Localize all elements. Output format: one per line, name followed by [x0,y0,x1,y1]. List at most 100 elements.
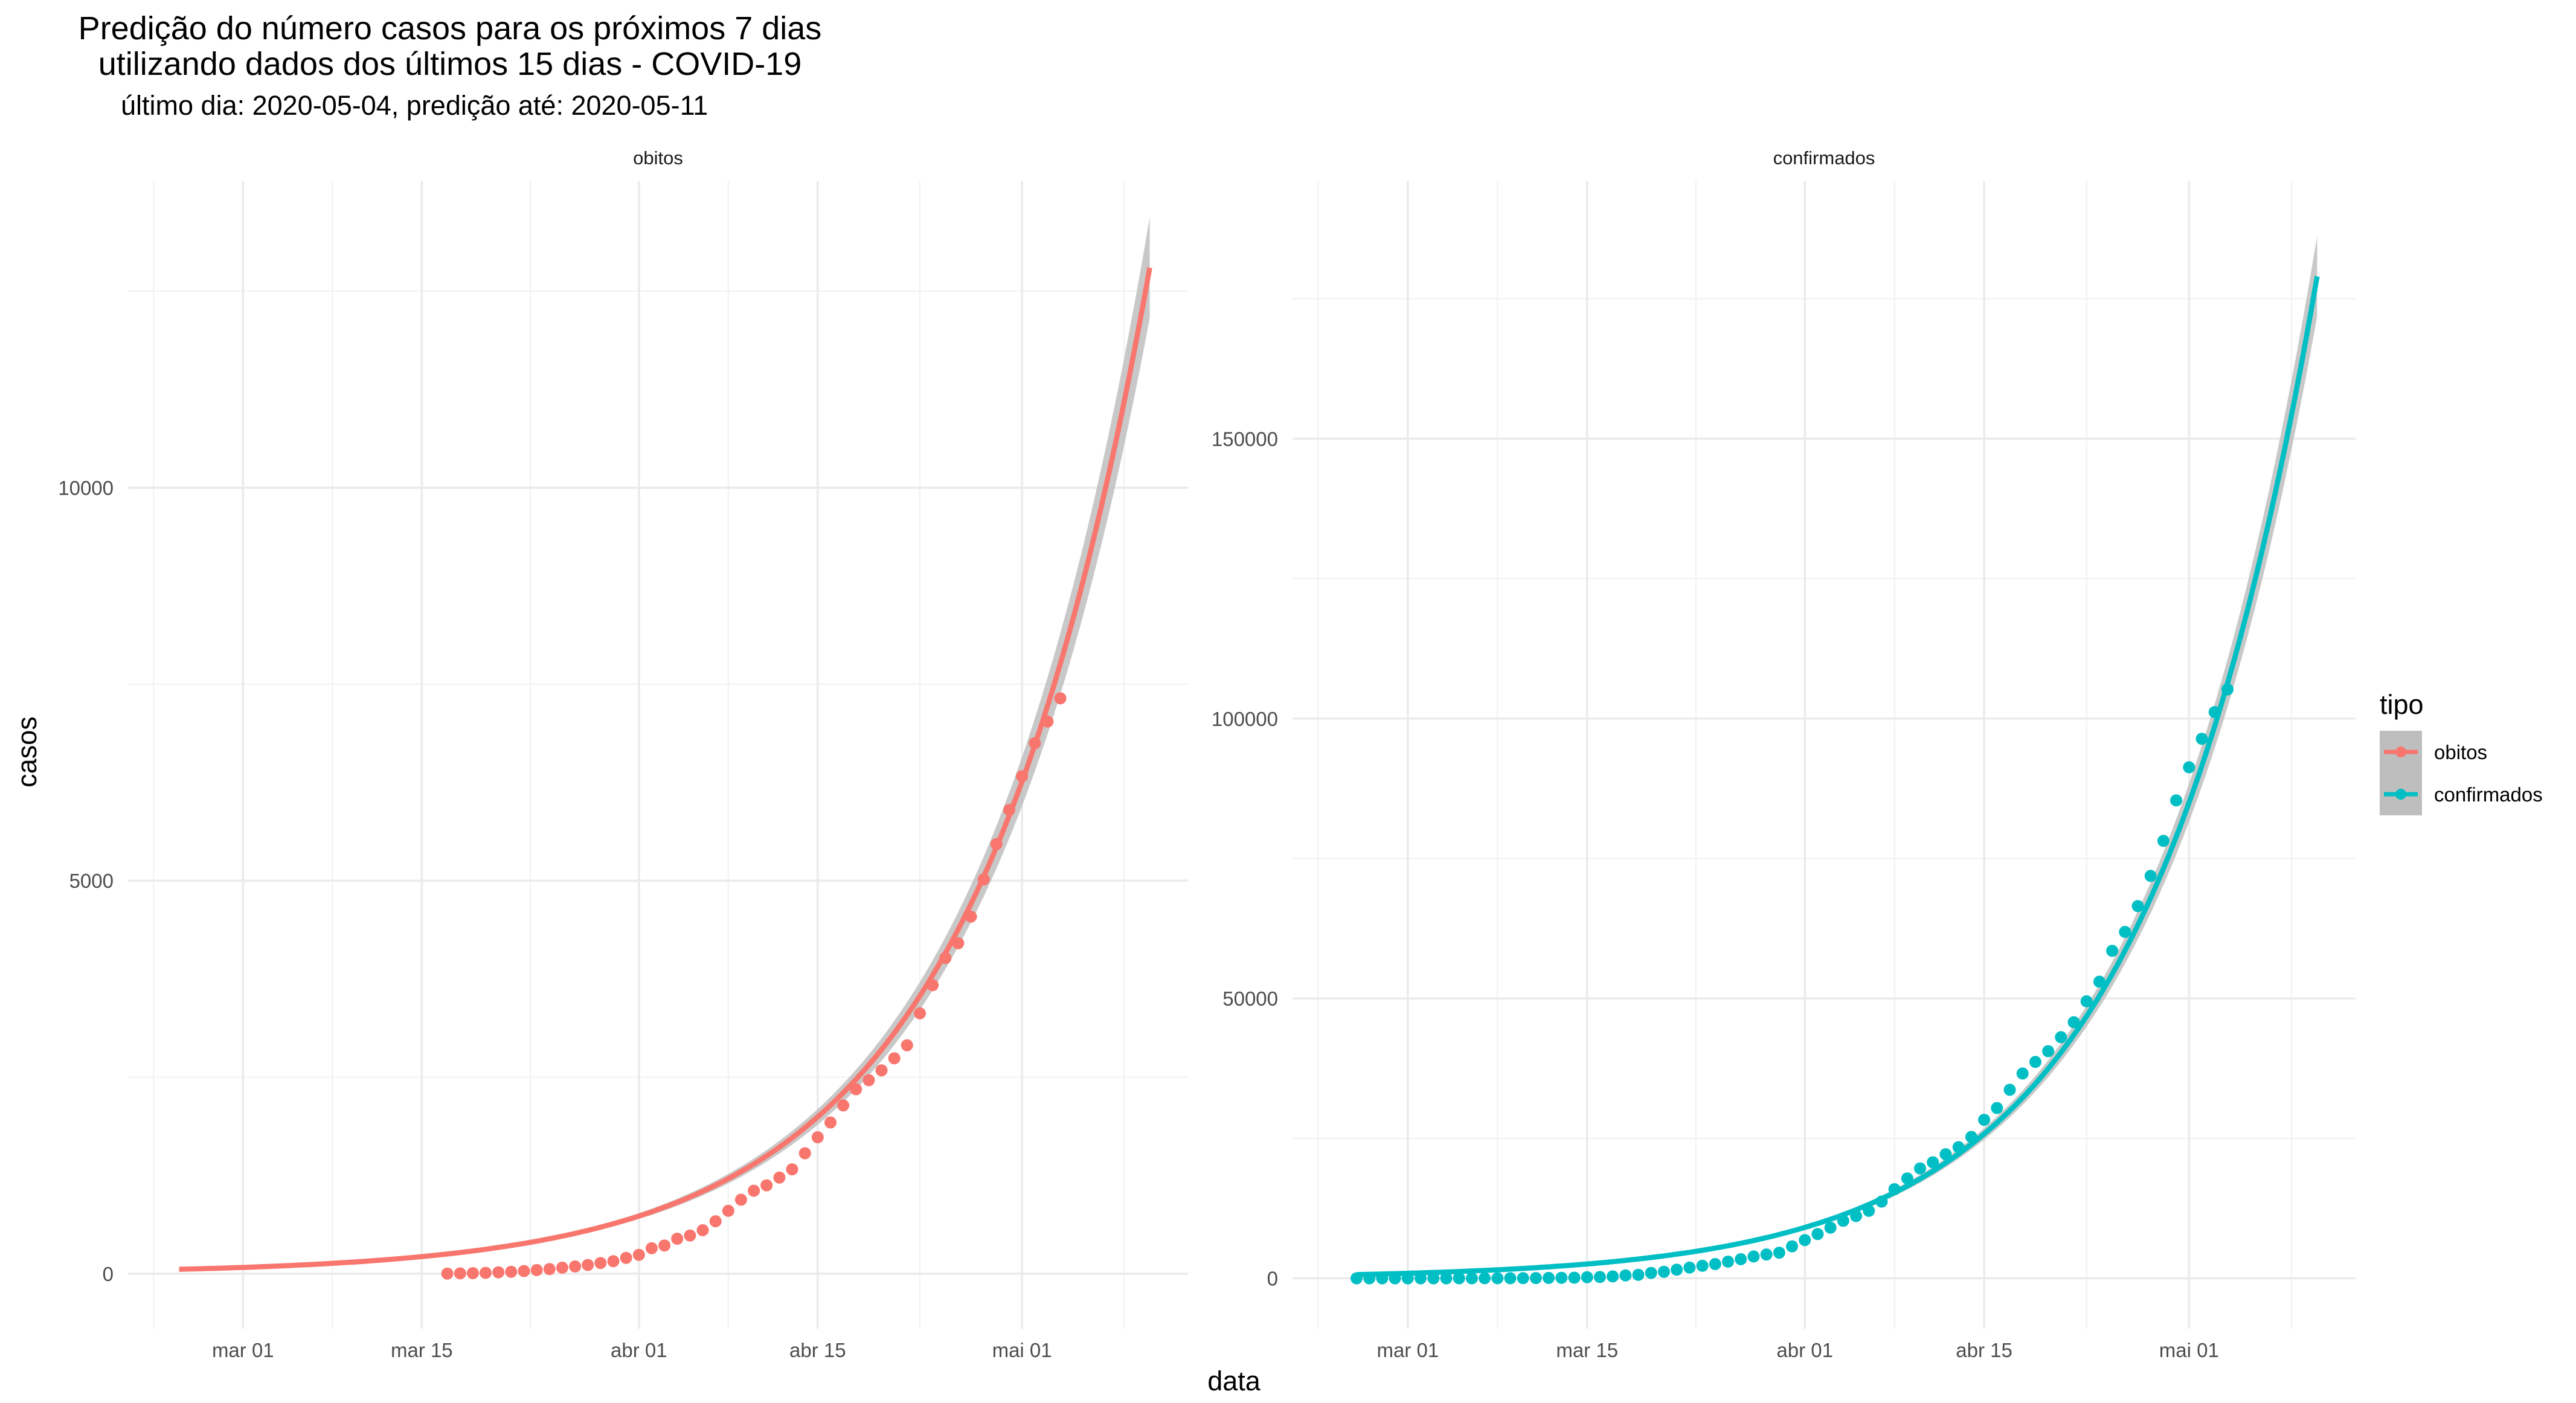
data-point [454,1267,466,1280]
y-axis-title: casos [11,716,42,788]
data-point [1389,1272,1401,1285]
data-point [939,952,952,965]
data-point [530,1263,543,1276]
x-tick-label: abr 01 [611,1339,667,1361]
data-point [773,1171,786,1184]
data-point [492,1266,505,1279]
data-point [684,1229,696,1242]
data-point [1491,1272,1504,1285]
data-point [1657,1265,1670,1278]
data-point [2170,794,2183,807]
y-tick-label: 0 [103,1263,114,1285]
legend: tipo obitos confirmados [2380,689,2543,815]
data-point [1427,1272,1440,1285]
panel-obitos: obitos mar 01 mar 15 abr 01 abr 15 mai 01 0 500… [58,147,1188,1361]
data-point [1799,1234,1811,1247]
data-point [965,910,977,923]
data-point [2055,1031,2067,1044]
data-point [1811,1228,1824,1241]
data-point [734,1193,747,1206]
data-point [505,1265,518,1278]
legend-items: obitos confirmados [2380,731,2543,815]
y-tick-label: 50000 [1222,987,1278,1010]
data-point [914,1007,926,1019]
panel-strip-label: confirmados [1773,147,1875,169]
legend-title: tipo [2380,689,2424,720]
data-point [1581,1271,1593,1283]
data-point [811,1131,824,1143]
data-point [1619,1269,1632,1282]
x-tick-label: abr 15 [1956,1339,2012,1361]
panel-confirmados: confirmados mar 01 mar 15 abr 01 abr 15 mai 0… [1212,147,2356,1361]
legend-key-point [2395,789,2406,800]
data-point [2221,683,2234,696]
data-point [2003,1084,2016,1096]
panel-strip-label: obitos [633,147,683,169]
data-point [696,1224,709,1236]
data-point [977,873,990,885]
y-tick-label: 0 [1267,1268,1278,1290]
data-point [1593,1271,1606,1283]
data-point [2029,1056,2041,1068]
data-point [824,1116,837,1129]
data-point [1003,804,1015,816]
data-point [582,1259,594,1271]
data-point [543,1263,556,1276]
data-point [1529,1272,1542,1285]
data-point [1760,1248,1773,1261]
data-point [2183,761,2195,774]
data-point [2208,706,2221,719]
data-point [1824,1221,1837,1234]
data-point [952,937,965,949]
data-point [1952,1141,1965,1154]
data-point [1747,1250,1760,1263]
data-point [837,1099,850,1112]
data-point [1850,1210,1862,1222]
data-point [1837,1215,1849,1227]
data-point [1965,1131,1977,1143]
data-point [1927,1156,1939,1169]
data-point [1696,1259,1709,1272]
x-tick-label: mar 01 [1376,1339,1439,1361]
legend-key-confirmados [2380,773,2422,815]
data-point [862,1074,875,1087]
data-point [1709,1257,1721,1270]
x-tick-label: mai 01 [992,1339,1052,1361]
data-point [786,1163,798,1176]
fit-line-obitos [179,267,1152,1272]
data-point [1568,1271,1581,1284]
fit-line-confirmados [1356,275,2320,1277]
data-point [1863,1204,1875,1217]
chart-title-line-2: utilizando dados dos últimos 15 dias - C… [98,46,802,82]
data-point [850,1083,862,1096]
y-tick-label: 5000 [69,870,114,892]
data-point [632,1248,645,1261]
points-obitos [441,692,1067,1280]
data-point [2067,1016,2080,1029]
data-point [901,1039,913,1051]
y-tick-label: 100000 [1212,708,1278,730]
data-point [2157,835,2170,847]
data-point [645,1242,658,1254]
y-tick-label: 10000 [58,477,114,499]
chart-title-line-1: Predição do número casos para os próximo… [79,10,822,47]
data-point [569,1260,582,1273]
data-point [1914,1162,1926,1175]
data-point [1543,1271,1555,1284]
data-point [1555,1271,1568,1284]
data-point [1440,1272,1453,1285]
chart-title: Predição do número casos para os próximo… [79,10,822,82]
data-point [2131,900,2144,913]
data-point [722,1204,734,1217]
data-point [1351,1272,1363,1285]
data-point [1363,1272,1376,1285]
data-point [671,1233,684,1245]
data-point [1376,1272,1389,1285]
chart-subtitle: último dia: 2020-05-04, predição até: 20… [121,90,708,121]
x-tick-label: mar 15 [391,1339,453,1361]
data-point [2080,995,2093,1007]
data-point [927,979,939,992]
data-point [1632,1268,1645,1281]
x-axis-title: data [1207,1366,1261,1396]
